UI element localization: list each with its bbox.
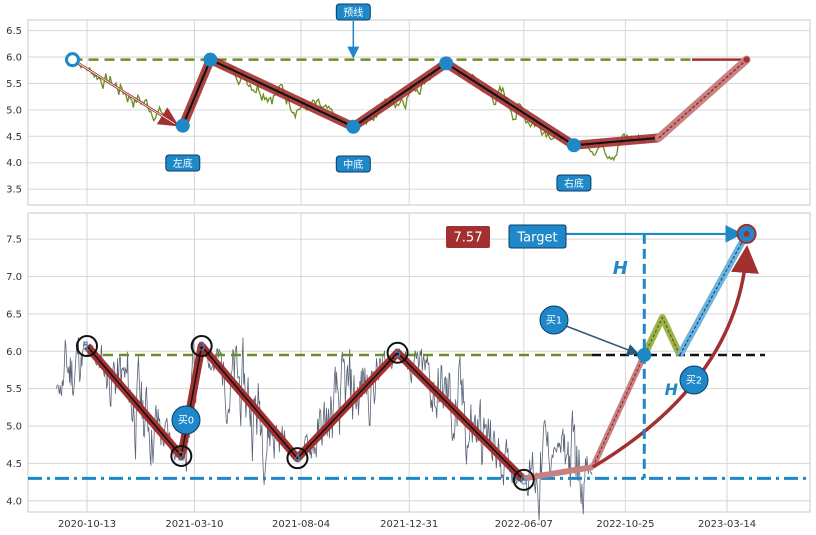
- annotation-box: [335, 155, 371, 173]
- bottom-price-line: [56, 337, 593, 521]
- buy-point-marker: [679, 365, 709, 395]
- wave-point-marker: [286, 447, 309, 470]
- top-projection-band: [654, 55, 751, 142]
- wave-point-label: 2: [178, 449, 186, 463]
- retest-dash: [643, 316, 681, 356]
- top-y-tick-label: 3.5: [6, 185, 22, 196]
- annotation-label: 右底: [564, 177, 584, 190]
- bottom-y-tick-label: 7.0: [6, 272, 22, 283]
- annotation-box: [165, 154, 201, 172]
- buy1-arrow: [565, 325, 640, 356]
- top-pivot-marker: [566, 138, 581, 153]
- annotation-box: [335, 3, 371, 21]
- bottom-y-tick-label: 4.0: [6, 496, 22, 507]
- top-y-tick-label: 4.0: [6, 158, 22, 169]
- bottom-panel: 4.0 4.5 5.0 5.5 6.0 6.5 7.0 7.5 2020-10-13 2021-0…: [6, 212, 811, 530]
- x-tick-label: 2021-03-10: [165, 519, 223, 530]
- wave-point-label: 1: [83, 340, 91, 354]
- bottom-y-tick-label: 6.0: [6, 347, 22, 358]
- top-start-arrow-core: [72, 59, 175, 125]
- annotation-label: 中底: [343, 158, 363, 171]
- top-pivot-marker: [346, 119, 361, 134]
- buy-point-marker: [539, 305, 569, 335]
- bottom-y-tick-label: 5.0: [6, 422, 22, 433]
- buy-point-label: 买2: [686, 375, 702, 387]
- height-label: H: [613, 258, 628, 279]
- bottom-y-tick-label: 4.5: [6, 459, 22, 470]
- x-tick-label: 2023-03-14: [698, 519, 756, 530]
- top-y-tick-label: 4.5: [6, 132, 22, 143]
- top-pivot-marker: [175, 118, 190, 133]
- target-value-box: [446, 226, 490, 248]
- x-tick-label: 2021-12-31: [380, 519, 438, 530]
- buy-point-label: 买1: [546, 315, 562, 327]
- bottom-y-tick-label: 5.5: [6, 384, 22, 395]
- wave-point-marker: [76, 335, 98, 358]
- bottom-y-tick-label: 6.5: [6, 309, 22, 320]
- height-label-lower: H: [665, 380, 679, 399]
- top-pivot-marker: [439, 56, 454, 71]
- breakout-marker: [637, 348, 652, 363]
- wave-point-label: 3: [198, 340, 206, 354]
- target-value-label: 7.57: [454, 231, 483, 246]
- target-label: Target: [516, 231, 557, 246]
- projection-base: [523, 464, 594, 482]
- top-y-tick-label: 6.5: [6, 26, 22, 37]
- target-box: [508, 224, 567, 249]
- top-y-tick-label: 5.5: [6, 79, 22, 90]
- bottom-y-tick-label: 7.5: [6, 235, 22, 246]
- top-pattern-line: [181, 58, 659, 147]
- top-y-tick-label: 6.0: [6, 53, 22, 64]
- top-y-tick-label: 5.0: [6, 105, 22, 116]
- wave-line: [86, 344, 525, 481]
- buy-point-label: 买0: [178, 415, 194, 427]
- projection-breakout-dash: [592, 354, 645, 468]
- x-tick-label: 2020-10-13: [58, 519, 116, 530]
- top-pivot-marker: [203, 52, 218, 67]
- wave-point-label: 5: [394, 346, 402, 360]
- wave-point-marker: [190, 335, 213, 358]
- x-tick-label: 2022-10-25: [596, 519, 654, 530]
- wave-point-marker: [170, 444, 193, 467]
- annotation-label: 预线: [343, 6, 363, 19]
- top-start-marker: [64, 52, 80, 68]
- annotation-box: [556, 174, 592, 192]
- buy-point-marker: [171, 405, 201, 435]
- wave-point-label: 4: [294, 452, 302, 466]
- annotation-label: 左底: [173, 157, 193, 170]
- target-marker-core: [743, 230, 750, 237]
- wave-point-marker: [512, 468, 535, 491]
- x-tick-label: 2021-08-04: [272, 519, 330, 530]
- x-tick-label: 2022-06-07: [495, 519, 553, 530]
- wave-point-label: 6: [520, 473, 528, 487]
- wave-point-marker: [386, 341, 409, 364]
- top-end-marker: [743, 56, 750, 63]
